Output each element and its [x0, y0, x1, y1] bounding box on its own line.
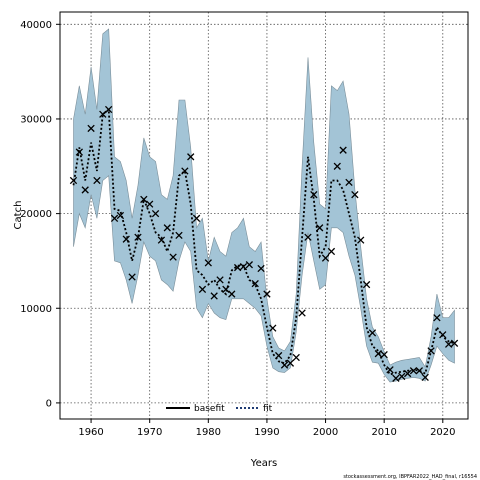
- observed-point: [222, 285, 230, 293]
- observed-point: [380, 350, 388, 359]
- observed-point: [245, 261, 254, 269]
- observed-point: [357, 236, 365, 244]
- observed-point: [110, 214, 119, 222]
- x-tick-label: 2000: [313, 427, 338, 438]
- observed-point: [228, 290, 236, 298]
- observed-point: [99, 110, 107, 118]
- x-tick-label: 1980: [196, 427, 221, 438]
- observed-point: [181, 167, 189, 175]
- observed-point: [75, 148, 84, 156]
- observed-point: [146, 200, 154, 208]
- confidence-band: [73, 28, 455, 383]
- observed-point: [163, 224, 171, 232]
- x-axis-label: Years: [250, 458, 277, 469]
- observed-markers-layer: [69, 105, 459, 382]
- observed-point: [398, 372, 406, 381]
- y-tick-label: 20000: [20, 209, 52, 220]
- x-tick-label: 1970: [137, 427, 162, 438]
- y-tick-label: 0: [46, 398, 52, 409]
- observed-point: [310, 191, 318, 199]
- plot-frame: [59, 11, 469, 420]
- observed-point: [157, 236, 166, 244]
- observed-point: [374, 350, 382, 358]
- observed-point: [239, 262, 248, 271]
- confidence-band-layer: [73, 28, 455, 383]
- observed-point: [409, 367, 418, 375]
- observed-point: [292, 353, 300, 362]
- observed-point: [321, 254, 330, 262]
- observed-point: [403, 369, 412, 378]
- observed-point: [433, 314, 441, 322]
- observed-point: [368, 329, 377, 337]
- observed-point: [151, 209, 160, 218]
- observed-point: [93, 176, 101, 185]
- x-tick-label: 1960: [78, 427, 103, 438]
- observed-point: [116, 211, 125, 220]
- observed-point: [444, 340, 453, 348]
- observed-point: [298, 309, 306, 317]
- observed-point: [274, 351, 283, 360]
- legend: basefit fit: [166, 404, 273, 414]
- observed-point: [421, 373, 429, 382]
- observed-point: [122, 235, 130, 243]
- observed-point: [351, 191, 359, 199]
- observed-point: [134, 233, 142, 241]
- observed-point: [386, 366, 394, 374]
- observed-point: [392, 374, 400, 382]
- y-axis: 0 10000 20000 30000 40000: [20, 20, 60, 409]
- observed-point: [169, 253, 177, 261]
- y-axis-label: Catch: [13, 201, 24, 230]
- observed-point: [104, 105, 113, 114]
- observed-point: [415, 367, 424, 375]
- observed-point: [81, 186, 89, 194]
- observed-point: [128, 273, 136, 281]
- observed-point: [204, 259, 212, 267]
- observed-point: [175, 231, 183, 240]
- observed-point: [251, 279, 259, 288]
- fit-line: [72, 107, 455, 376]
- observed-point: [269, 324, 277, 332]
- observed-point: [327, 247, 336, 256]
- observed-point: [198, 285, 207, 293]
- observed-point: [257, 264, 265, 273]
- observed-point: [316, 224, 324, 232]
- observed-point: [286, 359, 295, 367]
- y-tick-label: 10000: [20, 304, 52, 315]
- observed-point: [304, 233, 312, 241]
- observed-point: [450, 339, 459, 347]
- observed-point: [216, 276, 224, 284]
- observed-point: [362, 280, 371, 289]
- x-axis: 1960 1970 1980 1990 2000 2010 2020: [78, 419, 456, 438]
- observed-point: [87, 124, 95, 133]
- observed-point: [439, 331, 447, 339]
- observed-point: [339, 146, 347, 154]
- observed-point: [427, 347, 435, 355]
- x-tick-label: 2020: [430, 427, 455, 438]
- observed-point: [192, 214, 201, 222]
- credit-text: stockassessment.org, IBPFAR2022_HAD_fina…: [343, 474, 477, 480]
- legend-label-basefit: basefit: [194, 404, 225, 414]
- x-tick-label: 2010: [371, 427, 396, 438]
- observed-point: [69, 176, 78, 185]
- observed-point: [140, 195, 148, 204]
- y-tick-label: 40000: [20, 20, 52, 31]
- observed-point: [233, 263, 242, 272]
- fit-line-layer: [72, 107, 455, 376]
- y-tick-label: 30000: [20, 114, 52, 125]
- observed-point: [280, 361, 289, 369]
- x-tick-label: 1990: [254, 427, 279, 438]
- observed-point: [263, 290, 271, 298]
- observed-point: [210, 292, 218, 300]
- observed-point: [187, 153, 195, 161]
- observed-point: [345, 178, 353, 187]
- legend-label-fit: fit: [263, 404, 273, 414]
- observed-point: [333, 162, 341, 170]
